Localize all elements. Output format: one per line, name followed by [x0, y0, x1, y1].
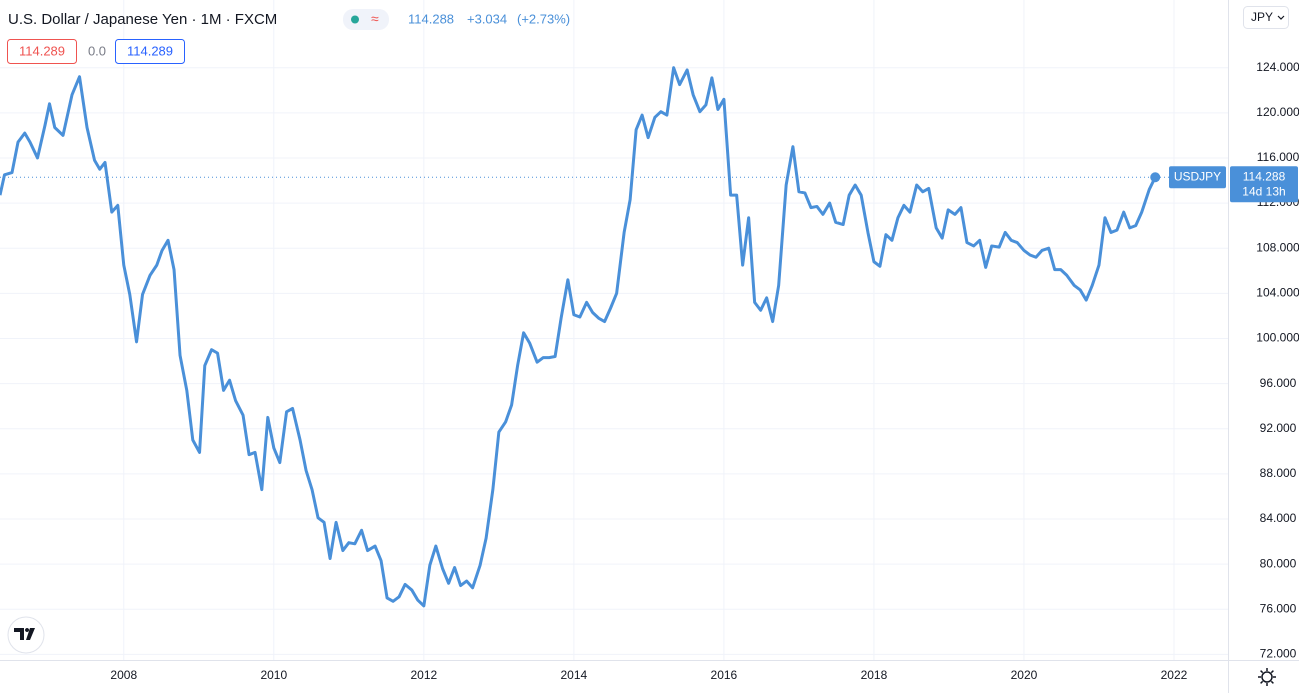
- x-tick-label: 2018: [861, 668, 888, 682]
- y-tick-label: 96.000: [1260, 376, 1297, 390]
- currency-button[interactable]: [1243, 6, 1289, 29]
- currency-label: JPY: [1251, 10, 1273, 24]
- x-tick-label: 2012: [410, 668, 437, 682]
- y-tick-label: 124.000: [1256, 60, 1299, 74]
- header-price: 114.288: [408, 11, 454, 26]
- y-tick-label: 100.000: [1256, 331, 1299, 345]
- status-pill[interactable]: [343, 9, 389, 30]
- series-name-box: [1169, 166, 1226, 189]
- y-tick-label: 92.000: [1260, 421, 1297, 435]
- header-change-pct: (+2.73%): [517, 11, 570, 26]
- x-tick-label: 2014: [561, 668, 588, 682]
- x-tick-label: 2008: [110, 668, 137, 682]
- last-price-label: 114.288: [1243, 169, 1286, 183]
- countdown-label: 14d 13h: [1242, 184, 1285, 198]
- y-tick-label: 76.000: [1260, 601, 1297, 615]
- tradingview-logo[interactable]: [7, 616, 45, 654]
- y-tick-label: 104.000: [1256, 286, 1299, 300]
- legend-box: [7, 39, 77, 64]
- axes: 72.000 76.000 80.000 84.000 88.000 92.000 96.0…: [110, 60, 1299, 682]
- y-tick-label: 84.000: [1260, 511, 1297, 525]
- legend-value: 114.289: [19, 43, 65, 58]
- y-tick-label: 88.000: [1260, 466, 1297, 480]
- y-tick-label: 120.000: [1256, 105, 1299, 119]
- y-tick-label: 116.000: [1257, 150, 1299, 164]
- series-name: USDJPY: [1174, 169, 1221, 183]
- y-tick-label: 108.000: [1256, 240, 1299, 254]
- symbol-title: U.S. Dollar / Japanese Yen · 1M · FXCM: [8, 11, 277, 28]
- currency-chevron: [1277, 15, 1285, 20]
- last-point: [1150, 172, 1161, 183]
- legend-value: 0.0: [88, 43, 106, 58]
- status-icon: ≈: [371, 11, 379, 27]
- x-tick-label: 2016: [711, 668, 738, 682]
- legend-value: 114.289: [127, 43, 173, 58]
- y-tick-label: 72.000: [1260, 647, 1297, 661]
- y-tick-label: 80.000: [1260, 556, 1297, 570]
- x-tick-label: 2022: [1161, 668, 1188, 682]
- header-change: +3.034: [467, 11, 507, 26]
- settings-button[interactable]: [1258, 668, 1276, 686]
- market-open-dot: [351, 15, 359, 24]
- plot: [0, 66, 1228, 608]
- legend-box: [115, 39, 185, 64]
- last-price-box: [1230, 166, 1298, 203]
- x-tick-label: 2010: [260, 668, 287, 682]
- price-line: [0, 66, 1157, 608]
- x-tick-label: 2020: [1011, 668, 1038, 682]
- grid: [0, 0, 1228, 660]
